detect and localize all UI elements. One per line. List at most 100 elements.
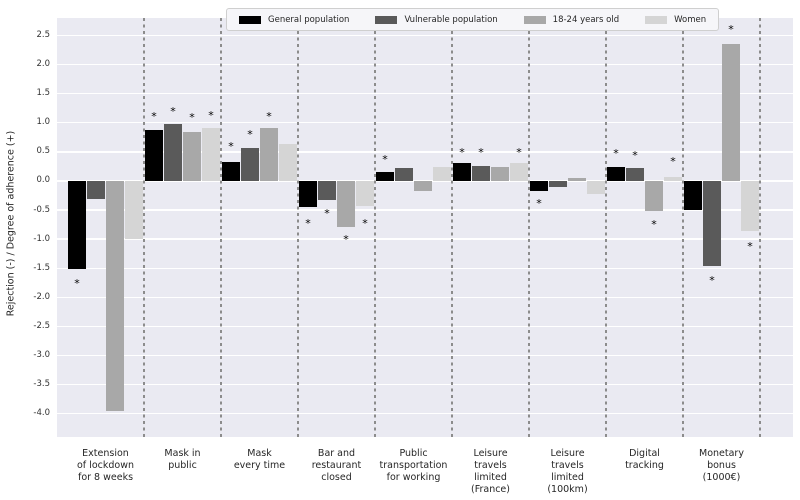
bar-women (432, 166, 451, 181)
significance-marker: * (151, 110, 157, 124)
y-tick-label: 2.0 (36, 59, 50, 70)
legend-label: Vulnerable population (404, 14, 498, 25)
legend-label: 18-24 years old (552, 14, 620, 25)
bar-women (124, 180, 143, 240)
bar-general-population (375, 172, 394, 181)
bar-vulnerable-population (702, 180, 721, 267)
group-separator (451, 18, 453, 437)
x-category-label: Mask in public (164, 448, 201, 471)
significance-marker: * (189, 111, 195, 125)
gridline (57, 267, 793, 269)
group-separator (374, 18, 376, 437)
bar-vulnerable-population (86, 180, 105, 199)
bar-general-population (529, 180, 548, 191)
bar-women (586, 180, 605, 194)
gridline (57, 325, 793, 328)
significance-marker: * (228, 140, 234, 154)
significance-marker: * (728, 22, 734, 36)
bar-18-24-years-old (105, 180, 124, 411)
bar-general-population (144, 129, 163, 181)
significance-marker: * (343, 232, 349, 246)
legend-swatch-icon (523, 15, 546, 24)
group-separator (143, 18, 145, 437)
bar-vulnerable-population (240, 147, 259, 181)
x-category-label: Leisure travels limited (France) (470, 448, 510, 495)
gridline (57, 180, 793, 182)
y-tick-label: 1.5 (36, 88, 50, 99)
bar-vulnerable-population (394, 168, 413, 181)
significance-marker: * (478, 146, 484, 160)
legend-swatch-icon (239, 15, 261, 24)
group-separator (220, 18, 222, 437)
y-tick-label: -2.5 (33, 320, 50, 331)
x-category-label: Digital tracking (625, 448, 664, 471)
bar-vulnerable-population (625, 168, 644, 181)
plot-area: * * * * * * * * * * * * * * * * * * * * * * * * (57, 18, 793, 437)
significance-marker: * (613, 147, 619, 161)
y-tick-label: -3.0 (33, 350, 50, 361)
x-category-label: Public transportation for working (379, 448, 448, 483)
bar-18-24-years-old (644, 180, 663, 212)
bar-women (355, 180, 374, 206)
bar-women (740, 180, 759, 231)
significance-marker: * (709, 273, 715, 287)
y-tick-label: -1.5 (33, 262, 50, 273)
bar-general-population (67, 180, 86, 270)
y-tick-label: -4.0 (33, 408, 50, 419)
gridline (57, 34, 793, 37)
x-category-label: Bar and restaurant closed (311, 448, 362, 483)
bar-18-24-years-old (413, 180, 432, 191)
bar-18-24-years-old (567, 178, 586, 181)
y-tick-label: -2.0 (33, 291, 50, 302)
legend: General population Vulnerable population 1… (226, 8, 720, 31)
bar-18-24-years-old (336, 180, 355, 227)
legend-item: General population (239, 15, 349, 25)
y-tick-label: 1.0 (36, 117, 50, 128)
significance-marker: * (247, 127, 253, 141)
y-tick-label: -0.5 (33, 204, 50, 215)
gridline (57, 151, 793, 153)
legend-swatch-icon (375, 15, 398, 24)
significance-marker: * (266, 109, 272, 123)
group-separator (528, 18, 530, 437)
bar-18-24-years-old (259, 127, 278, 181)
significance-marker: * (382, 152, 388, 166)
significance-marker: * (324, 207, 330, 221)
gridline (57, 296, 793, 299)
y-tick-label: -3.5 (33, 379, 50, 390)
gridline (57, 122, 793, 124)
y-tick-label: -1.0 (33, 233, 50, 244)
bar-general-population (683, 180, 702, 211)
gridline (57, 63, 793, 66)
significance-marker: * (536, 197, 542, 211)
bar-general-population (298, 180, 317, 208)
bar-vulnerable-population (163, 123, 182, 181)
bar-general-population (221, 161, 240, 181)
legend-item: Vulnerable population (375, 14, 498, 25)
gridline (57, 238, 793, 240)
y-tick-label: 0.5 (36, 146, 50, 157)
significance-marker: * (170, 105, 176, 119)
significance-marker: * (305, 216, 311, 230)
bar-women (509, 163, 528, 181)
significance-marker: * (459, 145, 465, 159)
group-separator (605, 18, 607, 437)
bar-women (201, 127, 220, 181)
significance-marker: * (747, 239, 753, 253)
x-category-label: Leisure travels limited (100km) (547, 448, 588, 495)
legend-label: Women (674, 14, 707, 25)
gridline (57, 354, 793, 357)
legend-item: 18-24 years old (523, 14, 620, 25)
gridline (57, 383, 793, 386)
y-tick-label: 0.0 (36, 175, 50, 186)
bar-18-24-years-old (182, 132, 201, 181)
y-tick-label: 2.5 (36, 29, 50, 40)
significance-marker: * (651, 217, 657, 231)
legend-item: Women (645, 15, 706, 25)
bar-vulnerable-population (317, 180, 336, 201)
bar-women (278, 143, 297, 181)
bar-vulnerable-population (548, 180, 567, 187)
group-separator (682, 18, 684, 437)
legend-swatch-icon (645, 15, 668, 24)
